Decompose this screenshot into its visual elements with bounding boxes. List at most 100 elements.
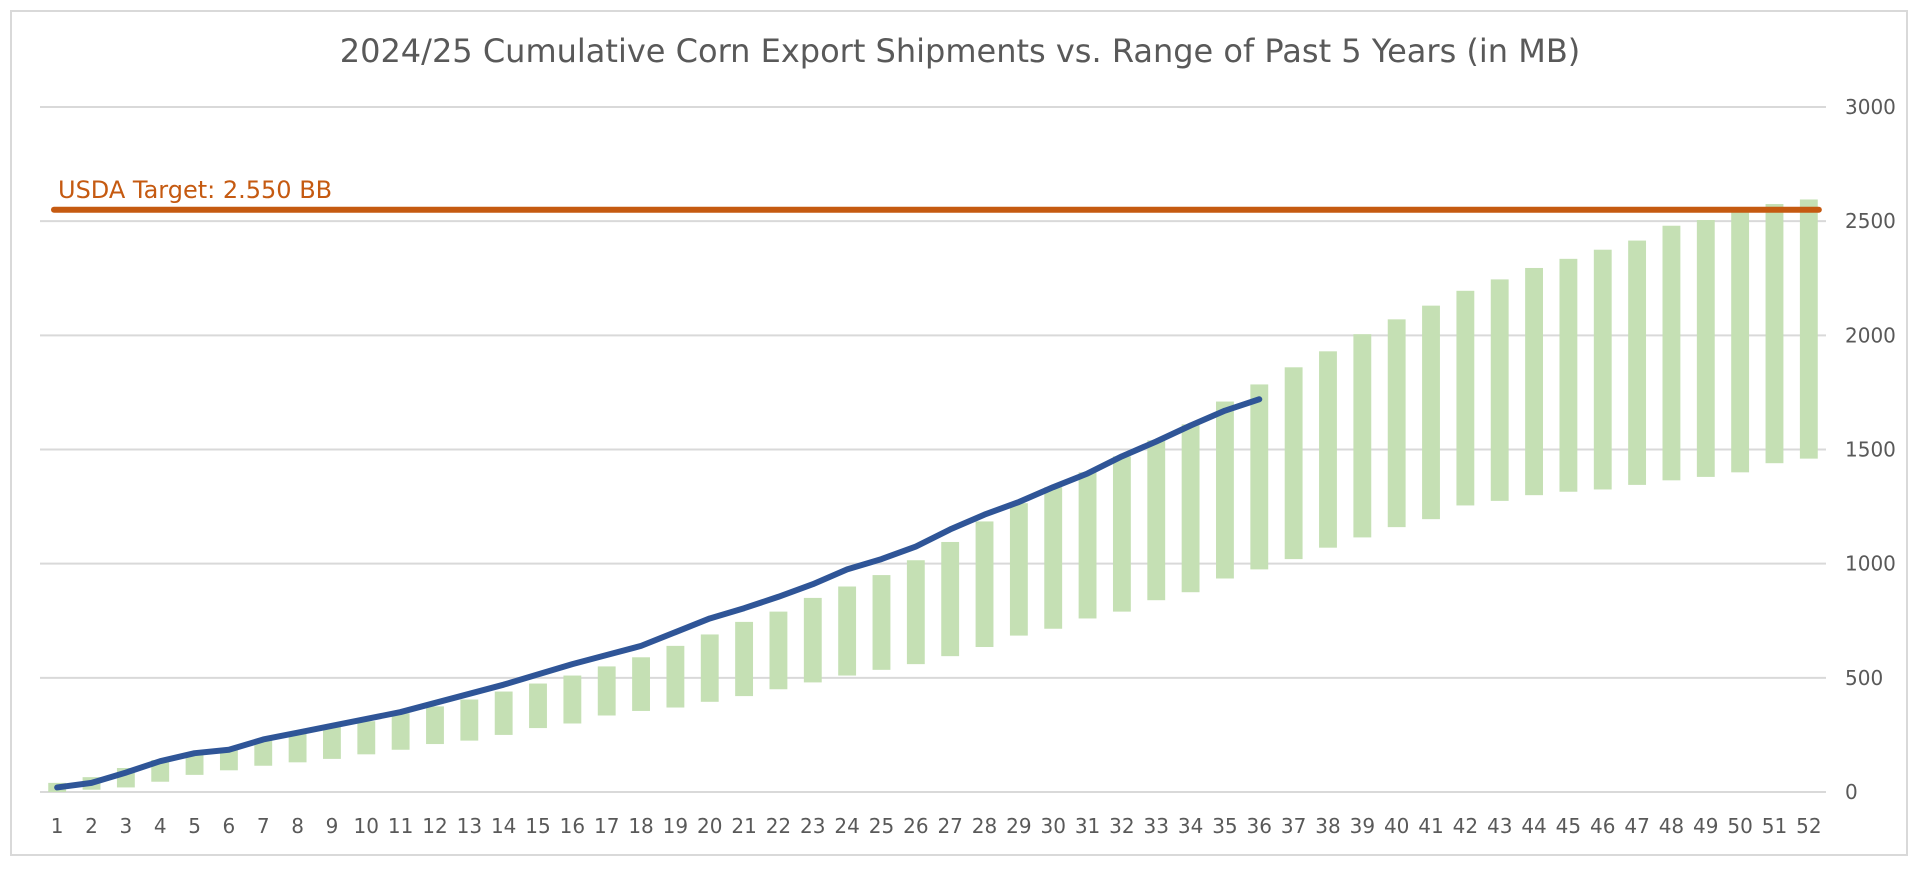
range-bar	[1490, 279, 1509, 501]
range-bar	[1593, 249, 1612, 490]
x-tick-label: 19	[663, 814, 688, 838]
x-tick-label: 43	[1487, 814, 1512, 838]
x-tick-label: 25	[869, 814, 894, 838]
x-tick-label: 20	[697, 814, 722, 838]
x-tick-label: 12	[422, 814, 447, 838]
x-tick-label: 23	[800, 814, 825, 838]
range-bar	[357, 721, 376, 755]
x-tick-label: 42	[1453, 814, 1478, 838]
x-tick-label: 17	[594, 814, 619, 838]
x-tick-label: 22	[766, 814, 791, 838]
x-tick-label: 1	[51, 814, 64, 838]
x-tick-label: 51	[1762, 814, 1787, 838]
range-bar	[975, 521, 994, 648]
range-bar	[563, 675, 582, 724]
x-tick-label: 52	[1796, 814, 1821, 838]
range-bar	[1009, 503, 1028, 636]
range-bar	[426, 706, 444, 745]
x-tick-label: 33	[1144, 814, 1169, 838]
range-bar	[323, 725, 341, 759]
x-tick-label: 47	[1624, 814, 1649, 838]
x-tick-label: 41	[1418, 814, 1443, 838]
range-bar	[529, 683, 547, 729]
x-tick-label: 4	[154, 814, 167, 838]
range-bar	[769, 611, 788, 690]
range-bar	[1696, 220, 1715, 477]
range-bar	[1284, 367, 1303, 560]
range-bar	[735, 621, 754, 697]
x-tick-label: 49	[1693, 814, 1718, 838]
x-tick-label: 11	[388, 814, 413, 838]
x-tick-label: 9	[326, 814, 339, 838]
current-year-line-group	[54, 396, 1263, 791]
y-tick-label: 1500	[1845, 438, 1896, 462]
x-tick-label: 37	[1281, 814, 1306, 838]
x-tick-label: 14	[491, 814, 516, 838]
y-tick-label: 2500	[1845, 209, 1896, 233]
range-bar	[872, 575, 891, 670]
range-bar	[1078, 472, 1097, 619]
range-bar	[391, 713, 410, 750]
range-bar	[700, 634, 719, 702]
target-line-group: USDA Target: 2.550 BB	[51, 176, 1822, 213]
range-bar	[1422, 305, 1440, 520]
series-line	[54, 396, 1263, 791]
range-bar	[1147, 440, 1166, 601]
x-tick-label: 21	[731, 814, 756, 838]
range-bar	[1387, 319, 1406, 528]
x-tick-label: 39	[1350, 814, 1375, 838]
range-bar	[460, 699, 479, 741]
range-bar	[219, 748, 238, 771]
x-tick-label: 31	[1075, 814, 1100, 838]
x-tick-label: 46	[1590, 814, 1615, 838]
x-tick-label: 40	[1384, 814, 1409, 838]
range-bar	[803, 597, 822, 683]
x-tick-label: 50	[1727, 814, 1752, 838]
y-tick-label: 0	[1845, 780, 1858, 804]
range-bar	[1731, 208, 1750, 473]
range-bar	[1799, 199, 1818, 459]
range-bar	[1525, 267, 1543, 496]
range-bars	[48, 199, 1818, 792]
x-tick-label: 27	[937, 814, 962, 838]
range-bar	[666, 645, 685, 708]
y-tick-label: 500	[1845, 666, 1883, 690]
x-axis-ticks: 1 2 3 4 5 6 7 8 9 10 11 12 13 14 15 16 17 18 19 20 21 22 23 24 2…	[51, 814, 1822, 838]
x-tick-label: 44	[1521, 814, 1546, 838]
x-tick-label: 38	[1315, 814, 1340, 838]
x-tick-label: 6	[223, 814, 236, 838]
x-tick-label: 15	[525, 814, 550, 838]
x-tick-label: 16	[560, 814, 585, 838]
range-bar	[1181, 424, 1200, 593]
x-tick-label: 10	[354, 814, 379, 838]
range-bar	[1628, 240, 1647, 485]
range-bar	[288, 732, 307, 763]
chart-title: 2024/25 Cumulative Corn Export Shipments…	[339, 32, 1581, 70]
x-tick-label: 34	[1178, 814, 1203, 838]
range-bar	[1456, 290, 1475, 506]
x-tick-label: 30	[1040, 814, 1065, 838]
range-bar	[838, 586, 857, 676]
y-tick-label: 2000	[1845, 323, 1896, 347]
range-bar	[185, 754, 204, 775]
range-bar	[941, 541, 960, 657]
x-tick-label: 3	[119, 814, 132, 838]
range-bar	[906, 560, 925, 665]
y-axis-ticks: 0 500 1000 1500 2000 2500 3000	[1845, 95, 1896, 804]
x-tick-label: 7	[257, 814, 270, 838]
target-line-label: USDA Target: 2.550 BB	[58, 176, 332, 204]
range-bar	[1250, 384, 1269, 570]
range-bar	[494, 691, 513, 735]
x-tick-label: 5	[188, 814, 201, 838]
x-tick-label: 8	[291, 814, 304, 838]
x-tick-label: 48	[1659, 814, 1684, 838]
x-tick-label: 18	[628, 814, 653, 838]
range-bar	[1559, 258, 1578, 492]
x-tick-label: 28	[972, 814, 997, 838]
range-bar	[597, 666, 616, 716]
range-bar	[1112, 456, 1131, 612]
range-bar	[1319, 351, 1337, 548]
x-tick-label: 32	[1109, 814, 1134, 838]
range-bar	[1662, 225, 1681, 481]
